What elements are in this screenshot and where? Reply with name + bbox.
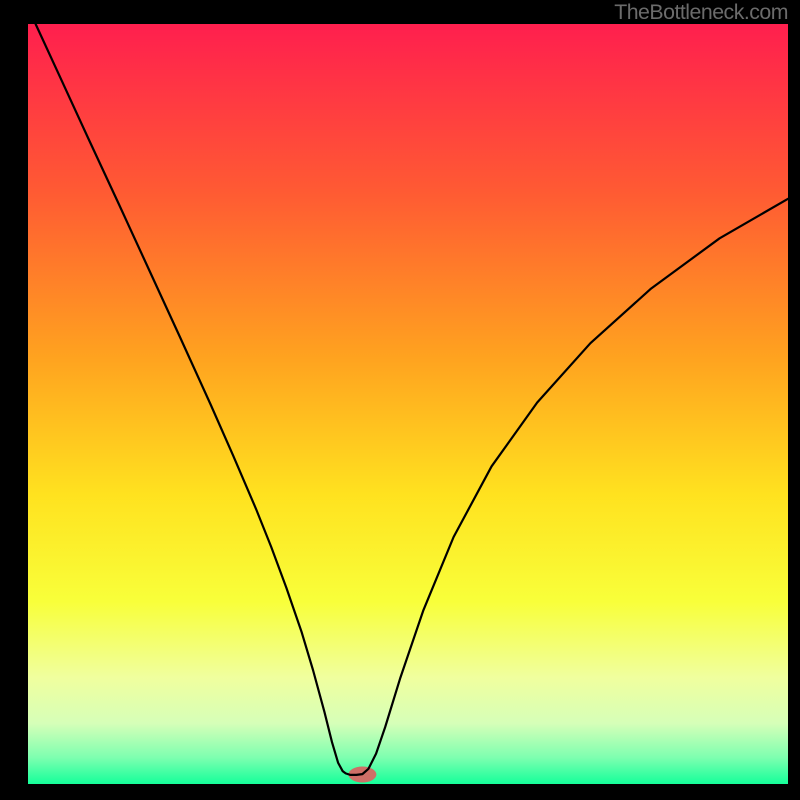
chart-container: { "meta": { "canvas": { "width": 800, "h… [0, 0, 800, 800]
watermark-text: TheBottleneck.com [614, 0, 788, 25]
bottleneck-chart [0, 0, 800, 800]
plot-background [28, 24, 788, 784]
